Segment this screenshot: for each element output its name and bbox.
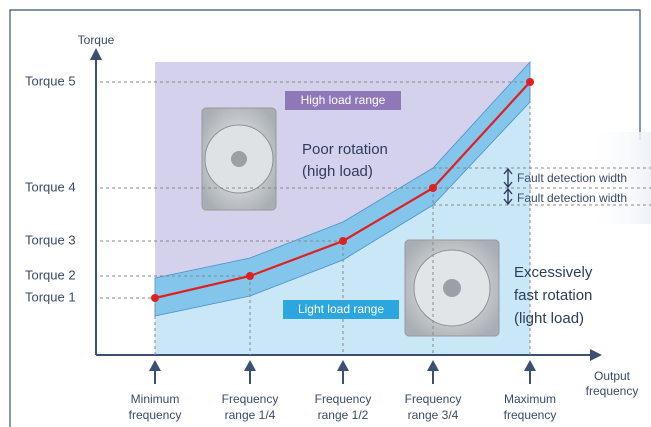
point bbox=[246, 272, 254, 280]
fade-panel bbox=[585, 132, 651, 224]
fault-arrows bbox=[503, 167, 513, 206]
frame bbox=[9, 9, 641, 427]
freq-label: Frequency bbox=[315, 392, 372, 406]
freq-label: Frequency bbox=[222, 392, 279, 406]
fast-rotation: Excessively bbox=[514, 264, 593, 281]
light-load-label: Light load range bbox=[298, 302, 384, 316]
fast-rotation: (light load) bbox=[514, 310, 584, 327]
point bbox=[339, 237, 347, 245]
torque-label: Torque 2 bbox=[25, 267, 76, 282]
fault-width-label: Fault detection width bbox=[517, 171, 627, 185]
y-axis-label: Torque bbox=[78, 33, 115, 47]
torque-label: Torque 3 bbox=[25, 232, 76, 247]
freq-label: Maximum bbox=[504, 392, 556, 406]
torque-label: Torque 4 bbox=[25, 179, 76, 194]
freq-label: range 3/4 bbox=[408, 408, 459, 422]
point bbox=[429, 184, 437, 192]
freq-arrow-head bbox=[149, 360, 161, 371]
freq-label: Frequency bbox=[405, 392, 462, 406]
poor-rotation: Poor rotation bbox=[302, 141, 388, 158]
high-load-label: High load range bbox=[301, 93, 386, 107]
freq-label: Minimum bbox=[131, 392, 180, 406]
x-arrow bbox=[590, 349, 602, 361]
freq-label: frequency bbox=[129, 408, 182, 422]
freq-arrow-head bbox=[337, 360, 349, 371]
point bbox=[151, 294, 159, 302]
fast-rotation: fast rotation bbox=[514, 287, 592, 304]
freq-arrow-head bbox=[524, 360, 536, 371]
high-load-tag bbox=[285, 91, 401, 110]
freq-label: range 1/2 bbox=[318, 408, 369, 422]
torque-label: Torque 1 bbox=[25, 289, 76, 304]
light-load-tag bbox=[283, 300, 399, 319]
fan-high bbox=[201, 107, 277, 211]
point bbox=[526, 78, 534, 86]
freq-label: range 1/4 bbox=[225, 408, 276, 422]
freq-label: frequency bbox=[504, 408, 557, 422]
x-axis-label: Output bbox=[594, 369, 631, 383]
torque-label: Torque 5 bbox=[25, 73, 76, 88]
y-arrow bbox=[90, 48, 102, 60]
poor-rotation: (high load) bbox=[302, 163, 373, 180]
freq-arrow-head bbox=[427, 360, 439, 371]
fault-width-label: Fault detection width bbox=[517, 191, 627, 205]
freq-arrow-head bbox=[244, 360, 256, 371]
fan-light bbox=[404, 239, 500, 337]
x-axis-label: frequency bbox=[586, 384, 639, 398]
